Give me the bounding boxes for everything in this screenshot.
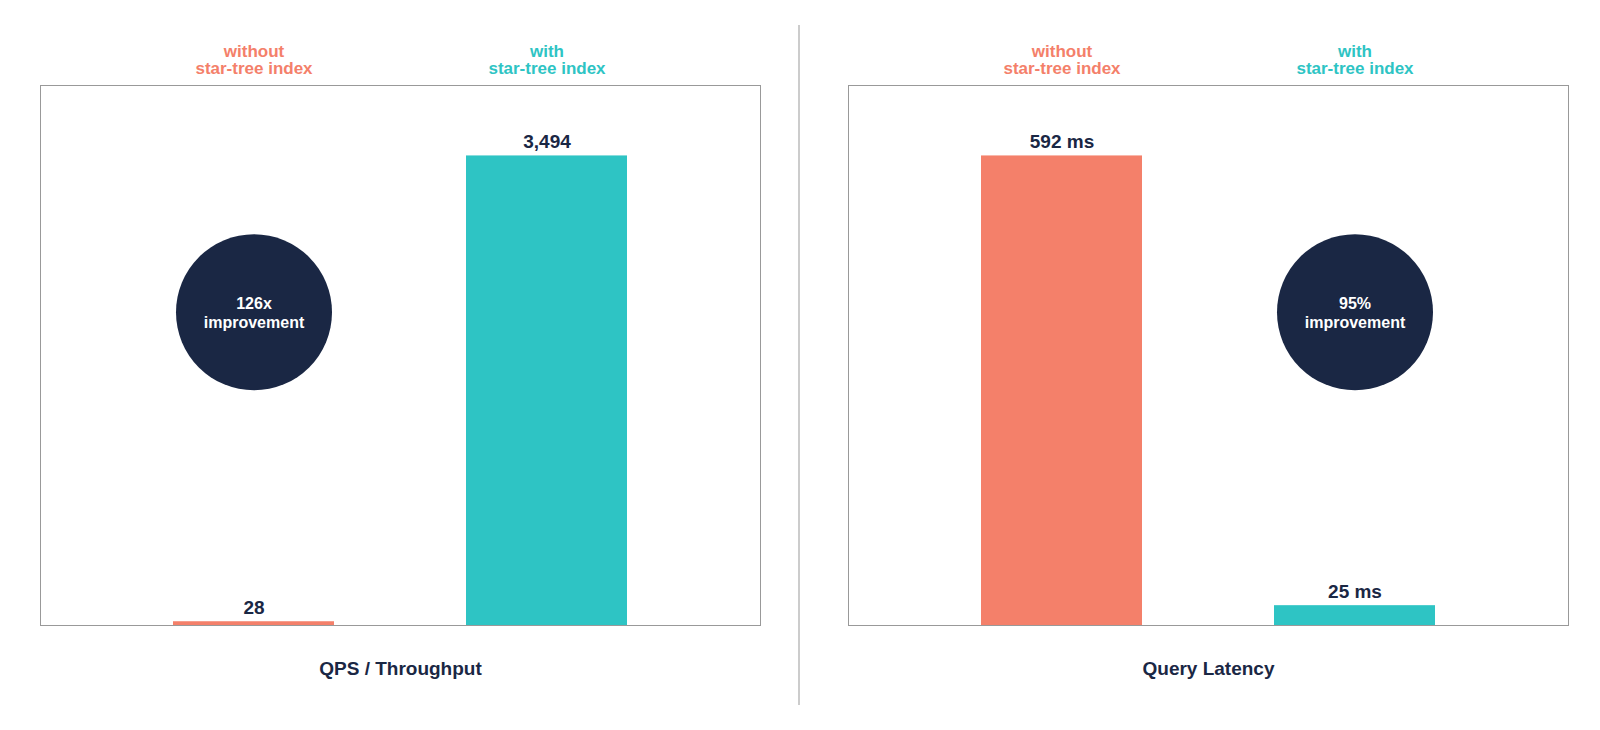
svg-text:95%improvement: 95%improvement — [1305, 295, 1406, 331]
svg-text:3,494: 3,494 — [523, 131, 571, 152]
svg-text:withoutstar-tree index: withoutstar-tree index — [195, 42, 313, 78]
svg-text:Query Latency: Query Latency — [1143, 658, 1275, 679]
svg-text:withoutstar-tree index: withoutstar-tree index — [1003, 42, 1121, 78]
svg-text:withstar-tree index: withstar-tree index — [1296, 42, 1414, 78]
svg-text:126ximprovement: 126ximprovement — [204, 295, 305, 331]
svg-text:28: 28 — [243, 597, 264, 618]
svg-text:592 ms: 592 ms — [1030, 131, 1094, 152]
svg-text:QPS / Throughput: QPS / Throughput — [319, 658, 482, 679]
svg-text:withstar-tree index: withstar-tree index — [488, 42, 606, 78]
svg-text:25 ms: 25 ms — [1328, 581, 1382, 602]
